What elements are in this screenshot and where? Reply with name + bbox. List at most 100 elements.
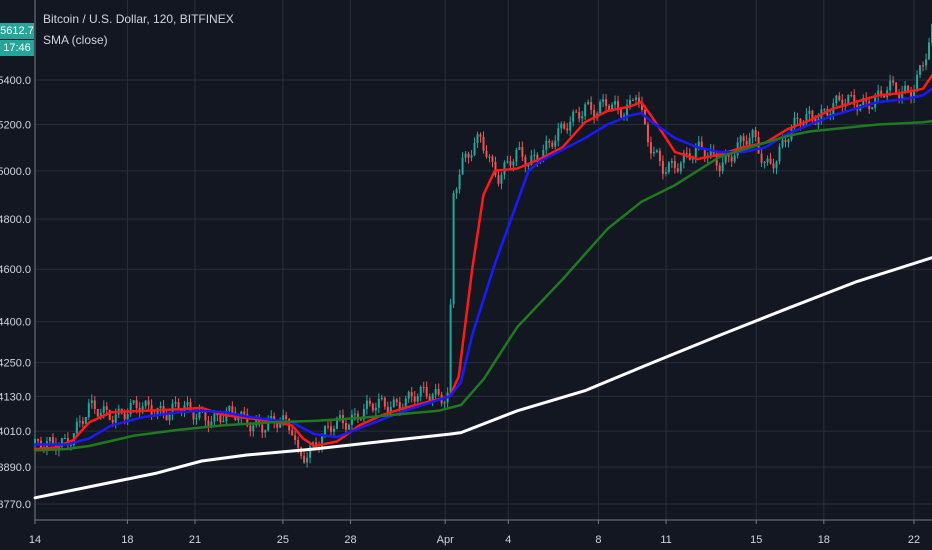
chart-title: Bitcoin / U.S. Dollar, 120, BITFINEX — [43, 12, 234, 26]
candle-body — [383, 397, 386, 407]
candle-body — [608, 105, 611, 110]
candle-body — [51, 437, 54, 444]
candle-body — [697, 141, 700, 147]
candle-body — [676, 168, 679, 172]
candle-body — [593, 109, 596, 118]
candle-body — [461, 157, 464, 175]
candle-body — [129, 402, 132, 415]
candle-body — [751, 130, 754, 138]
candle-body — [724, 154, 727, 163]
candle-body — [48, 437, 51, 442]
candle-body — [467, 153, 470, 158]
candle-body — [709, 149, 712, 156]
x-tick-label: Apr — [437, 534, 454, 546]
candle-body — [99, 412, 102, 417]
candle-body — [790, 127, 793, 140]
candle-body — [575, 111, 578, 113]
candle-body — [739, 136, 742, 143]
candle-body — [90, 400, 93, 404]
candle-body — [730, 156, 733, 162]
candle-body — [811, 110, 814, 119]
candle-body — [620, 109, 623, 118]
candle-body — [880, 90, 883, 95]
candle-body — [368, 400, 371, 404]
candle-body — [611, 104, 614, 110]
candle-body — [778, 146, 781, 162]
candle-body — [362, 408, 365, 420]
candle-body — [772, 163, 775, 169]
candle-body — [425, 387, 428, 397]
candle-body — [799, 119, 802, 126]
candle-body — [78, 421, 81, 423]
candle-body — [793, 117, 796, 128]
x-axis-ticks: 14 18 21 25 28 Apr 4 8 11 15 18 22 — [29, 520, 920, 546]
candle-body — [667, 162, 670, 173]
candle-body — [563, 123, 566, 129]
indicator-label[interactable]: SMA (close) — [43, 33, 108, 47]
candle-body — [925, 59, 928, 66]
candle-body — [907, 85, 910, 91]
candle-body — [114, 414, 117, 423]
candle-body — [901, 91, 904, 99]
candle-body — [398, 402, 401, 411]
candle-body — [213, 413, 216, 422]
candle-body — [353, 413, 356, 415]
x-tick-label: 4 — [505, 534, 511, 546]
candle-body — [36, 438, 39, 441]
candle-body — [63, 438, 66, 440]
candle-body — [294, 435, 297, 440]
candle-body — [60, 438, 63, 447]
candle-body — [515, 149, 518, 162]
candle-body — [590, 101, 593, 110]
candle-body — [862, 98, 865, 105]
candle-body — [533, 154, 536, 156]
candle-body — [344, 423, 347, 430]
candle-body — [186, 402, 189, 406]
candle-body — [694, 146, 697, 158]
candle-body — [871, 107, 874, 110]
candle-body — [682, 152, 685, 163]
candle-body — [488, 156, 491, 158]
candle-body — [416, 396, 419, 402]
x-tick-label: 11 — [660, 534, 671, 546]
candle-body — [673, 161, 676, 169]
candle-body — [581, 116, 584, 119]
candle-body — [503, 162, 506, 175]
candle-body — [330, 426, 333, 432]
candle-body — [536, 154, 539, 162]
candle-body — [371, 403, 374, 411]
candle-body — [485, 150, 488, 157]
candle-body — [84, 417, 87, 424]
candle-body — [108, 409, 111, 421]
x-tick-label: 21 — [189, 534, 201, 546]
candle-body — [916, 74, 919, 91]
candle-body — [410, 392, 413, 397]
y-tick-label: 4130.0 — [0, 391, 31, 403]
candle-body — [303, 455, 306, 463]
candle-body — [437, 389, 440, 395]
candle-body — [356, 413, 359, 420]
candle-body — [470, 155, 473, 158]
candle-body — [808, 110, 811, 114]
y-tick-label: 4010.0 — [0, 426, 31, 438]
candle-body — [670, 161, 673, 163]
candle-body — [572, 111, 575, 122]
candle-body — [87, 403, 90, 418]
candle-body — [904, 85, 907, 92]
candle-body — [210, 421, 213, 428]
candle-body — [542, 150, 545, 161]
candle-body — [270, 415, 273, 420]
candle-body — [742, 136, 745, 141]
candle-body — [335, 417, 338, 429]
candle-body — [545, 140, 548, 151]
candle-body — [775, 161, 778, 169]
candle-body — [231, 405, 234, 413]
candle-body — [784, 140, 787, 143]
candle-body — [919, 65, 922, 75]
candle-body — [285, 415, 288, 420]
sma-line-2 — [33, 87, 932, 446]
candle-body — [652, 151, 655, 154]
candle-body — [449, 304, 452, 393]
sma-line-3 — [33, 119, 932, 452]
